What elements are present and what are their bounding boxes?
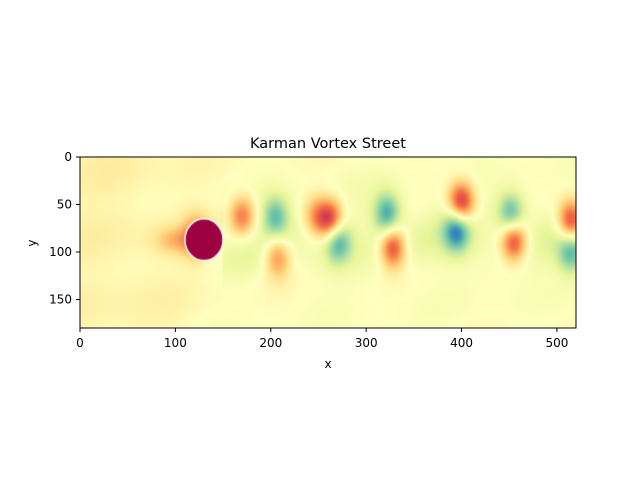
x-axis: 0 100 200 300 400 500 [76, 328, 568, 350]
x-tick-label: 100 [164, 336, 187, 350]
chart-title: Karman Vortex Street [250, 136, 406, 152]
y-axis-label: y [25, 239, 39, 246]
x-tick-label: 0 [76, 336, 84, 350]
y-tick-label: 0 [64, 150, 72, 164]
x-tick-label: 400 [450, 336, 473, 350]
y-axis: 0 50 100 150 [49, 150, 80, 307]
x-tick-label: 200 [259, 336, 282, 350]
vorticity-heatmap [80, 157, 576, 328]
y-tick-label: 100 [49, 245, 72, 259]
plot-frame [79, 156, 577, 329]
y-tick-label: 50 [57, 198, 72, 212]
x-axis-label: x [324, 357, 331, 371]
x-tick-label: 500 [545, 336, 568, 350]
y-tick-label: 150 [49, 293, 72, 307]
heatmap-area [80, 157, 576, 328]
x-tick-label: 300 [355, 336, 378, 350]
